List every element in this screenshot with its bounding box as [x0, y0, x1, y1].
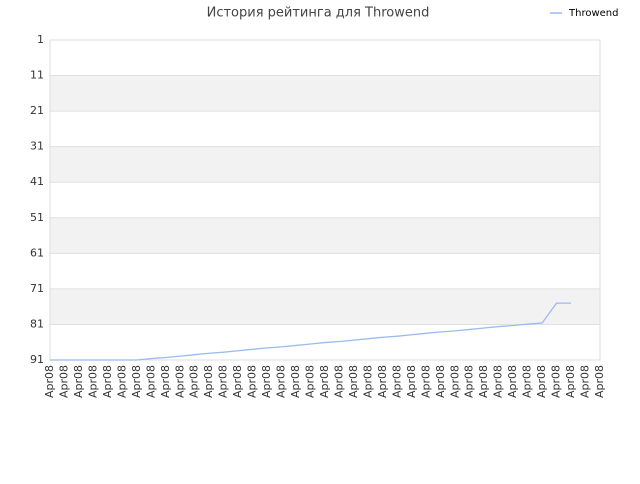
y-tick-label: 41 [30, 175, 44, 188]
x-tick-label: Apr08 [361, 365, 374, 398]
y-tick-label: 31 [30, 140, 44, 153]
x-tick-label: Apr08 [260, 365, 273, 398]
legend-label: Throwend [568, 8, 618, 19]
y-tick-label: 51 [30, 211, 44, 224]
x-tick-label: Apr08 [318, 365, 331, 398]
x-tick-label: Apr08 [231, 365, 244, 398]
x-tick-label: Apr08 [86, 365, 99, 398]
x-tick-label: Apr08 [564, 365, 577, 398]
x-tick-label: Apr08 [376, 365, 389, 398]
x-tick-label: Apr08 [304, 365, 317, 398]
line [50, 302, 572, 361]
x-tick-label: Apr08 [579, 365, 592, 398]
x-tick-label: Apr08 [419, 365, 432, 398]
x-tick-label: Apr08 [390, 365, 403, 398]
y-tick-label: 21 [30, 104, 44, 117]
x-tick-label: Apr08 [448, 365, 461, 398]
x-tick-label: Apr08 [492, 365, 505, 398]
x-tick-label: Apr08 [593, 365, 606, 398]
x-tick-label: Apr08 [535, 365, 548, 398]
x-tick-label: Apr08 [144, 365, 157, 398]
band [50, 288, 600, 325]
x-tick-label: Apr08 [57, 365, 70, 398]
y-tick-label: 1 [37, 33, 44, 46]
x-tick-label: Apr08 [246, 365, 259, 398]
y-tick-label: 81 [30, 317, 44, 330]
x-tick-label: Apr08 [347, 365, 360, 398]
plot-border [49, 39, 601, 361]
x-tick-label: Apr08 [72, 365, 85, 398]
x-tick-label: Apr08 [115, 365, 128, 398]
y-tick-label: 71 [30, 282, 44, 295]
x-tick-label: Apr08 [217, 365, 230, 398]
band [50, 217, 600, 254]
y-tick-label: 91 [30, 353, 44, 366]
x-tick-label: Apr08 [477, 365, 490, 398]
x-tick-label: Apr08 [463, 365, 476, 398]
y-tick-label: 61 [30, 246, 44, 259]
band [50, 75, 600, 112]
chart-title: История рейтинга для Throwend [207, 6, 430, 21]
x-tick-label: Apr08 [521, 365, 534, 398]
band [50, 146, 600, 183]
x-tick-label: Apr08 [101, 365, 114, 398]
x-tick-label: Apr08 [43, 365, 56, 398]
x-tick-label: Apr08 [550, 365, 563, 398]
x-tick-label: Apr08 [289, 365, 302, 398]
x-tick-label: Apr08 [434, 365, 447, 398]
x-tick-label: Apr08 [173, 365, 186, 398]
x-tick-label: Apr08 [275, 365, 288, 398]
x-tick-label: Apr08 [405, 365, 418, 398]
x-tick-label: Apr08 [188, 365, 201, 398]
x-tick-label: Apr08 [506, 365, 519, 398]
x-tick-label: Apr08 [159, 365, 172, 398]
x-tick-label: Apr08 [130, 365, 143, 398]
x-tick-label: Apr08 [332, 365, 345, 398]
x-tick-label: Apr08 [202, 365, 215, 398]
y-tick-label: 11 [30, 69, 44, 82]
